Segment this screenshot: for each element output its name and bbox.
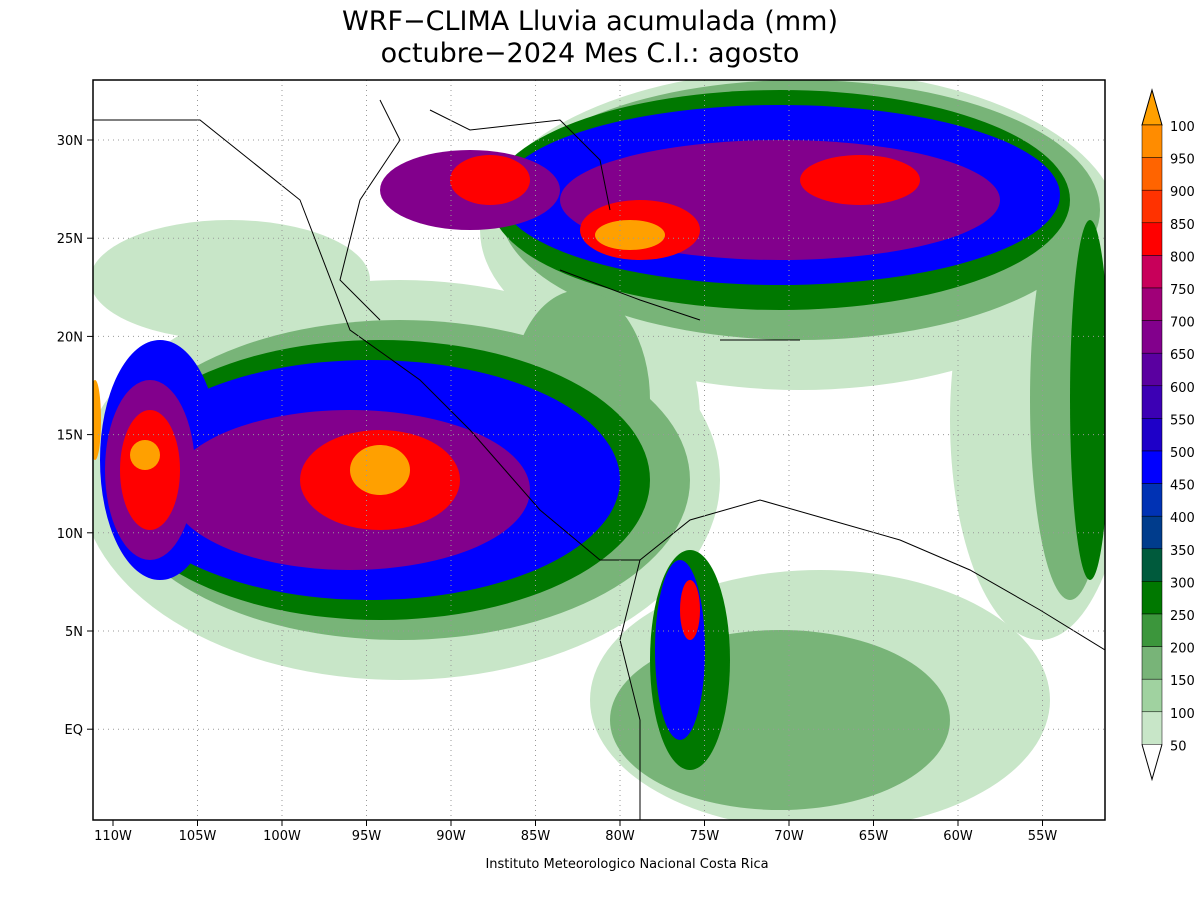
lat-label: EQ — [65, 723, 83, 738]
colorbar-label: 500 — [1170, 446, 1195, 461]
colorbar-box — [1141, 287, 1163, 321]
colorbar-box — [1141, 483, 1163, 517]
lat-label: 10N — [57, 527, 83, 542]
colorbar-label: 150 — [1170, 674, 1195, 689]
colorbar-box — [1141, 646, 1163, 680]
footer: Instituto Meteorologico Nacional Costa R… — [485, 857, 768, 872]
colorbar-box — [1141, 515, 1163, 550]
colorbar-arrow — [1141, 88, 1163, 126]
lon-label: 70W — [774, 829, 804, 844]
colorbar-label: 400 — [1170, 511, 1195, 526]
colorbar-label: 550 — [1170, 413, 1195, 428]
colorbar-label: 350 — [1170, 544, 1195, 559]
lon-label: 85W — [521, 829, 551, 844]
colorbar-box — [1141, 385, 1163, 419]
colorbar-label: 900 — [1170, 185, 1195, 200]
colorbar-label: 700 — [1170, 316, 1195, 331]
lon-label: 110W — [94, 829, 132, 844]
colorbar-box — [1141, 581, 1163, 615]
colorbar-label: 200 — [1170, 642, 1195, 657]
colorbar-label: 750 — [1170, 283, 1195, 298]
lon-label: 75W — [690, 829, 720, 844]
colorbar-box — [1141, 320, 1163, 354]
graticule: 110W 105W 100W 95W 90W 85W 80W 75W 70W 65W 60W 55W 3… — [57, 80, 1105, 844]
colorbar-label: 100 — [1170, 707, 1195, 722]
map-frame — [92, 79, 1106, 821]
colorbar-box — [1141, 189, 1163, 224]
colorbar-arrow — [1141, 744, 1163, 782]
lat-label: 30N — [57, 134, 83, 149]
lat-label: 15N — [57, 429, 83, 444]
colorbar-box — [1141, 157, 1163, 191]
colorbar-box — [1141, 124, 1163, 158]
colorbar-label: 300 — [1170, 576, 1195, 591]
colorbar-label: 450 — [1170, 479, 1195, 494]
colorbar-label: 950 — [1170, 153, 1195, 168]
colorbar-box — [1141, 548, 1163, 582]
colorbar-box — [1141, 450, 1163, 484]
lon-label: 95W — [352, 829, 382, 844]
colorbar-box — [1141, 678, 1163, 713]
lon-label: 80W — [605, 829, 635, 844]
colorbar-label: 50 — [1170, 739, 1187, 754]
lon-label: 105W — [179, 829, 217, 844]
colorbar-label: 250 — [1170, 609, 1195, 624]
colorbar-box — [1141, 613, 1163, 647]
colorbar-label: 100 — [1170, 120, 1195, 135]
lon-label: 55W — [1028, 829, 1058, 844]
lon-label: 65W — [859, 829, 889, 844]
lat-label: 20N — [57, 330, 83, 345]
lon-label: 60W — [943, 829, 973, 844]
colorbar-box — [1141, 352, 1163, 387]
lon-label: 90W — [436, 829, 466, 844]
colorbar-label: 600 — [1170, 381, 1195, 396]
colorbar-label: 650 — [1170, 348, 1195, 363]
rain-field — [93, 80, 1105, 820]
colorbar-box — [1141, 222, 1163, 256]
title: WRF−CLIMA Lluvia acumulada (mm) — [342, 6, 838, 37]
colorbar-box — [1141, 711, 1163, 745]
lon-label: 100W — [263, 829, 301, 844]
lat-label: 25N — [57, 232, 83, 247]
colorbar-box — [1141, 255, 1163, 289]
lat-label: 5N — [65, 625, 83, 640]
colorbar: 100 950 900 850 800 750 700 650 600 550 500 450 400 3… — [1141, 88, 1195, 782]
colorbar-box — [1141, 418, 1163, 452]
subtitle: octubre−2024 Mes C.I.: agosto — [381, 38, 800, 69]
colorbar-label: 850 — [1170, 218, 1195, 233]
colorbar-label: 800 — [1170, 250, 1195, 265]
